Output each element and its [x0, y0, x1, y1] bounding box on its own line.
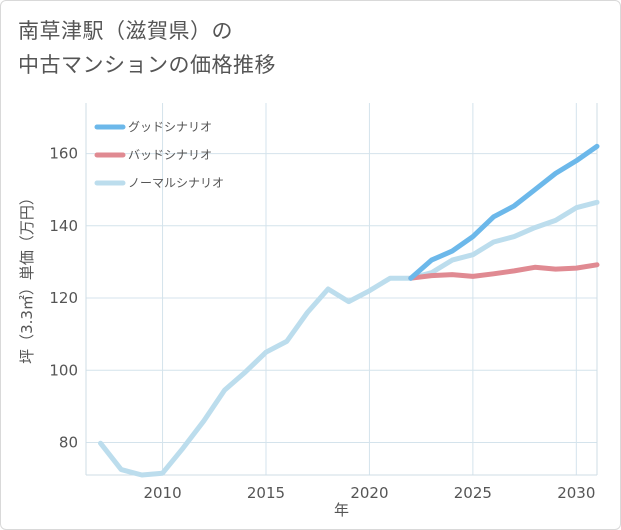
x-tick-label: 2010 [143, 484, 181, 502]
y-tick-label: 100 [49, 361, 78, 379]
x-tick-label: 2025 [454, 484, 492, 502]
title-line-1: 南草津駅（滋賀県）の [18, 19, 233, 43]
y-axis-ticks: 80 100 120 140 160 [49, 145, 78, 452]
y-tick-label: 120 [49, 289, 78, 307]
legend-label: グッドシナリオ [128, 120, 212, 134]
y-tick-label: 160 [49, 145, 78, 163]
x-axis-ticks: 2010 2015 2020 2025 2030 [143, 484, 595, 502]
x-tick-label: 2015 [247, 484, 285, 502]
y-tick-label: 80 [59, 433, 78, 451]
title-line-2: 中古マンションの価格推移 [18, 53, 276, 77]
y-axis-label: 坪（3.3㎡）単価（万円） [18, 190, 36, 364]
y-tick-label: 140 [49, 217, 78, 235]
legend-label: バッドシナリオ [128, 148, 212, 162]
x-axis-label: 年 [334, 501, 349, 519]
series-lines [98, 143, 600, 478]
series-line-normal [98, 199, 600, 478]
legend-label: ノーマルシナリオ [128, 176, 224, 190]
chart-title: 南草津駅（滋賀県）の 中古マンションの価格推移 [18, 14, 378, 82]
series-line-good [408, 143, 600, 281]
series-line-bad [408, 262, 600, 281]
x-tick-label: 2020 [350, 484, 388, 502]
x-tick-label: 2030 [557, 484, 595, 502]
